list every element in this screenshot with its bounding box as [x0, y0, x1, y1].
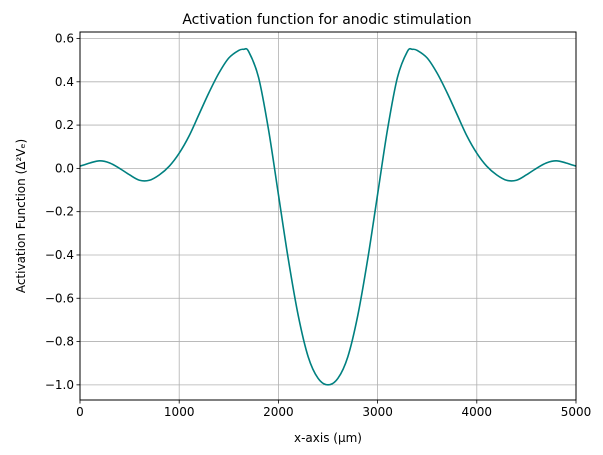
axes-frame [79, 31, 577, 401]
x-tick-label: 4000 [462, 405, 493, 419]
x-axis: 0 1000 2000 3000 4000 5000 [76, 400, 591, 419]
y-tick-label: −0.2 [45, 205, 74, 219]
y-tick-label: 0.6 [55, 31, 74, 45]
x-tick-label: 5000 [561, 405, 592, 419]
x-axis-label: x-axis (µm) [294, 431, 362, 445]
y-tick-label: −0.6 [45, 291, 74, 305]
y-axis-label: Activation Function (Δ²Vₑ) [14, 139, 28, 293]
y-tick-label: −0.8 [45, 335, 74, 349]
y-tick-label: 0.4 [55, 75, 74, 89]
series-line-0 [79, 47, 577, 386]
y-tick-label: −1.0 [45, 378, 74, 392]
x-tick-label: 0 [76, 405, 84, 419]
y-tick-label: 0.2 [55, 118, 74, 132]
chart-title: Activation function for anodic stimulati… [182, 12, 471, 28]
x-tick-label: 1000 [164, 405, 195, 419]
x-tick-label: 3000 [362, 405, 393, 419]
x-tick-label: 2000 [263, 405, 294, 419]
y-tick-label: −0.4 [45, 248, 74, 262]
y-axis: −1.0 −0.8 −0.6 −0.4 −0.2 0.0 0.2 0.4 0.6 [45, 31, 80, 392]
plot-area [79, 47, 577, 386]
y-tick-label: 0.0 [55, 161, 74, 175]
